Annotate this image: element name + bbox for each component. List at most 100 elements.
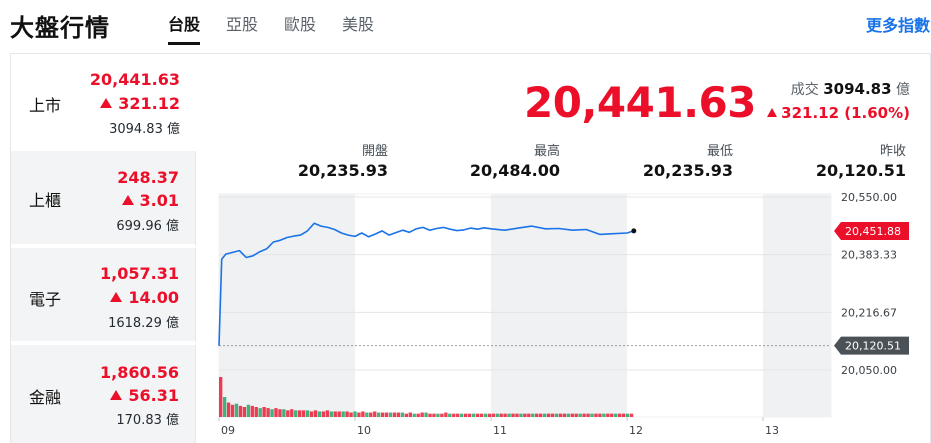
- volume-bar: [558, 413, 563, 417]
- y-tick-label: 20,383.33: [841, 249, 897, 262]
- index-sidebar: 上市 20,441.63 321.12 3094.83 億 上櫃 248.37 …: [11, 54, 196, 443]
- intraday-chart-svg: 20,550.00 20,383.33 20,216.67 20,050.00 09 10…: [218, 191, 909, 437]
- tab-europe[interactable]: 歐股: [284, 15, 317, 34]
- volume-bar: [416, 413, 420, 417]
- tab-taiwan[interactable]: 台股: [168, 11, 201, 45]
- volume-bar: [463, 413, 468, 417]
- volume-bar: [542, 413, 547, 417]
- volume-bar: [408, 412, 412, 417]
- volume-bar: [274, 408, 278, 417]
- volume-bar: [294, 410, 298, 417]
- volume-bar: [337, 411, 341, 417]
- volume-bar: [432, 413, 436, 417]
- stat-high: 最高 20,484.00: [470, 140, 560, 180]
- volume-bar: [614, 413, 618, 417]
- sidebar-item-electronics[interactable]: 電子 1,057.31 14.00 1618.29 億: [11, 248, 196, 343]
- hour-band-1: [491, 194, 627, 417]
- volume-bar: [404, 413, 409, 417]
- sidebar-item-otc[interactable]: 上櫃 248.37 3.01 699.96 億: [11, 151, 196, 246]
- volume-bar: [424, 412, 428, 417]
- y-tick-label: 20,550.00: [841, 191, 897, 204]
- sidebar-item-name: 金融: [29, 388, 62, 407]
- volume-bar: [570, 413, 574, 417]
- sidebar-item-change: 56.31: [128, 386, 179, 405]
- volume-bar: [452, 413, 456, 417]
- volume-bar: [369, 412, 373, 417]
- intraday-chart[interactable]: 20,550.00 20,383.33 20,216.67 20,050.00 09 10…: [206, 179, 931, 443]
- volume-bar: [538, 413, 543, 417]
- prev-close-tag: [834, 336, 909, 355]
- tab-us[interactable]: 美股: [342, 15, 375, 34]
- stat-prev-close: 昨收 20,120.51: [816, 140, 906, 180]
- volume-bar: [499, 413, 503, 417]
- turnover-value: 3094.83: [823, 80, 892, 98]
- volume-bar: [475, 413, 480, 417]
- volume-bar: [254, 407, 258, 417]
- volume-bar: [230, 404, 235, 417]
- volume-bar: [467, 413, 472, 417]
- sidebar-item-price: 20,441.63: [89, 70, 180, 89]
- turnover-label: 成交: [790, 82, 819, 98]
- volume-bar: [384, 412, 389, 417]
- volume-bar: [574, 413, 578, 417]
- volume-bar: [495, 413, 499, 417]
- x-tick-label: 12: [629, 424, 643, 437]
- tab-asia[interactable]: 亞股: [226, 15, 259, 34]
- volume-bar: [594, 413, 598, 417]
- volume-bar: [282, 409, 286, 417]
- sidebar-item-change-wrap: 14.00: [110, 288, 179, 307]
- turnover: 成交 3094.83 億: [791, 79, 910, 99]
- stat-value: 20,235.93: [297, 161, 388, 180]
- turnover-unit: 億: [896, 82, 910, 98]
- sidebar-item-name: 上櫃: [29, 191, 62, 210]
- sidebar-item-change-wrap: 321.12: [100, 94, 180, 113]
- volume-bar: [511, 413, 515, 417]
- volume-bar: [298, 410, 302, 417]
- volume-bar: [365, 412, 369, 417]
- stat-label: 開盤: [361, 144, 388, 159]
- volume-bar: [519, 413, 523, 417]
- more-indices-link[interactable]: 更多指數: [865, 16, 930, 35]
- sidebar-item-price: 1,057.31: [100, 264, 179, 283]
- y-tick-label: 20,216.67: [841, 306, 897, 319]
- sidebar-item-finance[interactable]: 金融 1,860.56 56.31 170.83 億: [11, 345, 196, 443]
- volume-bar: [357, 412, 361, 417]
- hour-band-0: [219, 194, 355, 417]
- volume-bar: [321, 411, 326, 417]
- volume-bar: [527, 413, 531, 417]
- volume-bar: [380, 412, 385, 417]
- volume-bar: [286, 410, 290, 417]
- x-tick-label: 10: [357, 424, 371, 437]
- volume-bar: [250, 405, 254, 417]
- index-change-value: 321.12 (1.60%): [781, 104, 910, 122]
- volume-bar: [456, 413, 460, 417]
- current-price-tag: [834, 221, 909, 240]
- stat-label: 昨收: [879, 144, 906, 159]
- sidebar-item-volume: 1618.29 億: [108, 316, 179, 331]
- volume-bar: [353, 411, 357, 417]
- stat-value: 20,484.00: [469, 161, 560, 180]
- volume-bar: [377, 412, 381, 417]
- volume-bar: [479, 413, 484, 417]
- volume-bar: [400, 412, 405, 417]
- stat-value: 20,235.93: [642, 161, 733, 180]
- x-tick-label: 11: [493, 424, 507, 437]
- volume-bar: [329, 411, 333, 417]
- sidebar-item-change: 14.00: [128, 288, 179, 307]
- volume-bar: [222, 397, 227, 417]
- prev-close-label: 20,120.51: [845, 340, 901, 353]
- volume-bar: [234, 403, 239, 417]
- volume-bar: [562, 413, 567, 417]
- index-price: 20,441.63: [524, 78, 756, 127]
- sidebar-item-name: 上市: [29, 96, 62, 115]
- sidebar-item-twse[interactable]: 上市 20,441.63 321.12 3094.83 億: [11, 54, 196, 149]
- volume-bar: [440, 413, 444, 417]
- volume-bar: [325, 410, 330, 417]
- volume-bar: [507, 413, 511, 417]
- volume-bar: [392, 412, 397, 417]
- volume-bar: [523, 413, 527, 417]
- volume-bar: [278, 409, 282, 417]
- volume-bar: [333, 411, 337, 417]
- sidebar-item-change: 3.01: [139, 191, 179, 210]
- volume-bar: [226, 402, 231, 417]
